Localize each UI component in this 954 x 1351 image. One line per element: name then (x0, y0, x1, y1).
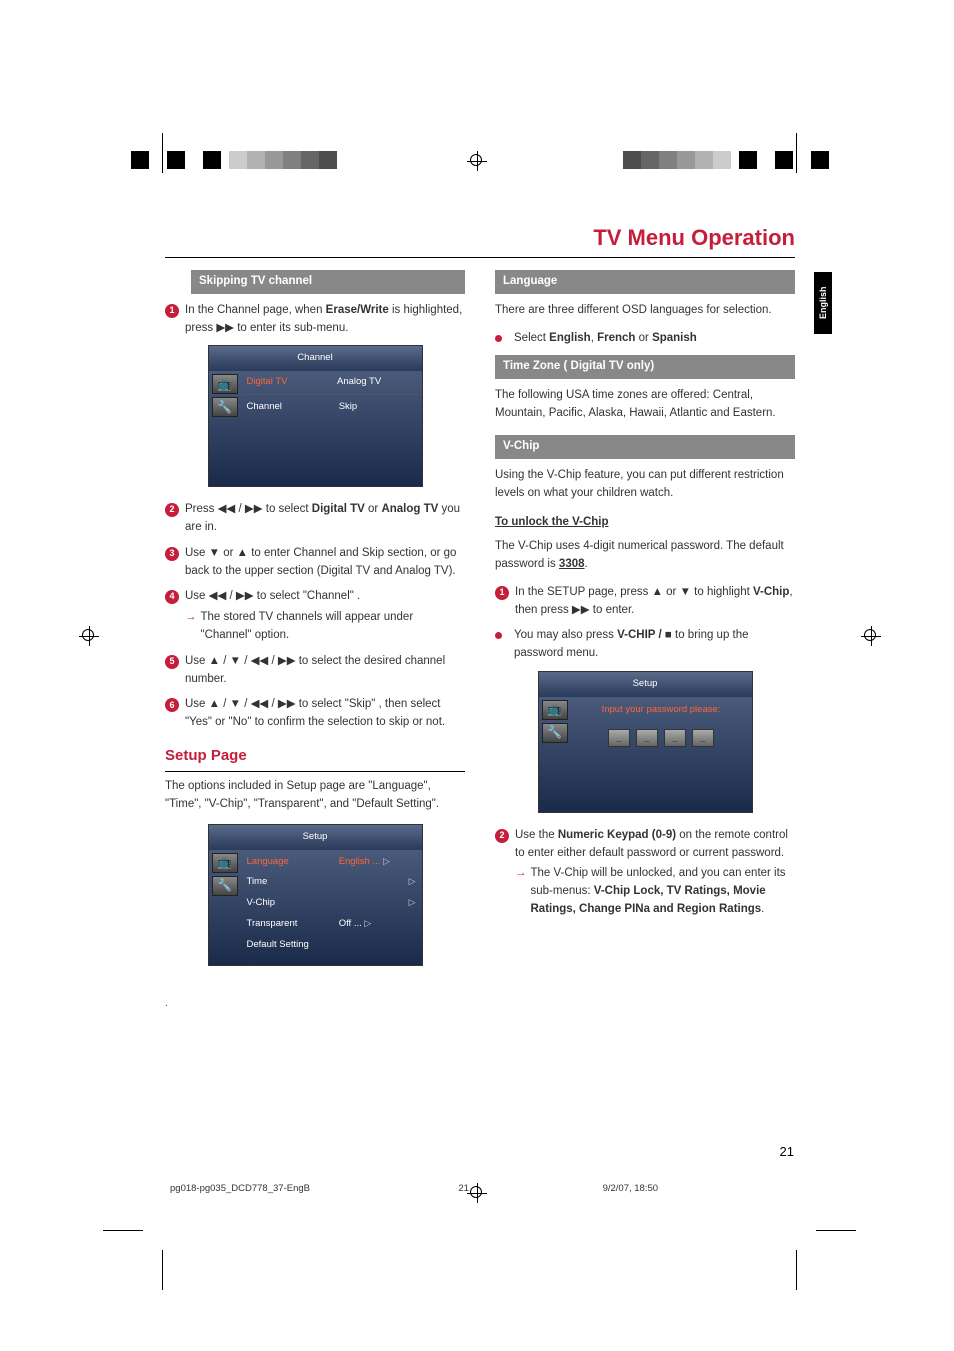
step-number-icon: 2 (165, 503, 179, 517)
menu-header: Channel (209, 346, 422, 371)
registration-mark (79, 626, 99, 646)
settings-icon: 🔧 (212, 397, 238, 417)
bullet-icon (495, 335, 502, 342)
bullet-icon (495, 632, 502, 639)
channel-menu-screenshot: Channel 📺 🔧 Digital TV Analog TV Channel… (208, 345, 423, 487)
crop-corner (796, 143, 846, 193)
analog-tv-tab: Analog TV (331, 371, 422, 394)
unlock-text: The V-Chip uses 4-digit numerical passwo… (495, 538, 795, 574)
password-menu-screenshot: Setup 📺 🔧 Input your password please: __… (538, 671, 753, 813)
step-number-icon: 3 (165, 547, 179, 561)
step-number-icon: 1 (165, 304, 179, 318)
step-5: 5 Use ▲ / ▼ / ◀◀ / ▶▶ to select the desi… (165, 653, 465, 689)
step-1: 1 In the Channel page, when Erase/Write … (165, 302, 465, 338)
section-language: Language (495, 270, 795, 294)
setup-menu-screenshot: Setup 📺 🔧 LanguageEnglish ... ▷Time▷V-Ch… (208, 824, 423, 966)
left-column: Skipping TV channel 1 In the Channel pag… (165, 270, 465, 1011)
arrow-icon: → (185, 609, 197, 645)
section-timezone: Time Zone ( Digital TV only) (495, 355, 795, 379)
crop-marks-left (131, 151, 345, 169)
vchip-step-2: 2 Use the Numeric Keypad (0-9) on the re… (495, 827, 795, 919)
language-text: There are three different OSD languages … (495, 302, 795, 320)
footer-datetime: 9/2/07, 18:50 (603, 1183, 790, 1194)
arrow-icon: → (515, 865, 527, 918)
settings-icon: 🔧 (212, 876, 238, 896)
tv-icon: 📺 (212, 374, 238, 394)
menu-header: Setup (209, 825, 422, 850)
section-vchip: V-Chip (495, 435, 795, 459)
registration-mark (467, 151, 487, 171)
footer-file: pg018-pg035_DCD778_37-EngB (170, 1183, 458, 1194)
step-4: 4 Use ◀◀ / ▶▶ to select "Channel" . →The… (165, 588, 465, 644)
setup-intro: The options included in Setup page are "… (165, 778, 465, 814)
menu-header: Setup (539, 672, 752, 697)
footer: pg018-pg035_DCD778_37-EngB 21 9/2/07, 18… (170, 1183, 790, 1194)
crop-corner (796, 1230, 846, 1280)
crop-corner (113, 143, 163, 193)
setup-page-heading: Setup Page (165, 744, 465, 767)
step-number-icon: 6 (165, 698, 179, 712)
step-number-icon: 5 (165, 655, 179, 669)
registration-mark (861, 626, 881, 646)
page-content: TV Menu Operation Skipping TV channel 1 … (165, 225, 795, 1011)
crop-corner (113, 1230, 163, 1280)
page-title: TV Menu Operation (165, 225, 795, 251)
page-number: 21 (780, 1144, 794, 1159)
vchip-step-1: 1 In the SETUP page, press ▲ or ▼ to hig… (495, 584, 795, 620)
password-boxes: ____ (571, 721, 752, 751)
step-2: 2 Press ◀◀ / ▶▶ to select Digital TV or … (165, 501, 465, 537)
settings-icon: 🔧 (542, 723, 568, 743)
step-3: 3 Use ▼ or ▲ to enter Channel and Skip s… (165, 545, 465, 581)
unlock-heading: To unlock the V-Chip (495, 514, 795, 532)
password-prompt: Input your password please: (571, 697, 752, 722)
language-select: Select English, French or Spanish (495, 330, 795, 348)
section-skipping-tv: Skipping TV channel (191, 270, 465, 294)
vchip-bullet: You may also press V-CHIP / ■ to bring u… (495, 627, 795, 663)
right-column: Language There are three different OSD l… (495, 270, 795, 1011)
footer-page: 21 (458, 1183, 602, 1194)
step-number-icon: 4 (165, 590, 179, 604)
step-number-icon: 2 (495, 829, 509, 843)
timezone-text: The following USA time zones are offered… (495, 387, 795, 423)
tv-icon: 📺 (542, 700, 568, 720)
tv-icon: 📺 (212, 853, 238, 873)
title-rule (165, 257, 795, 258)
digital-tv-tab: Digital TV (241, 371, 332, 394)
language-tab: English (814, 272, 832, 334)
vchip-text: Using the V-Chip feature, you can put di… (495, 467, 795, 503)
step-6: 6 Use ▲ / ▼ / ◀◀ / ▶▶ to select "Skip" ,… (165, 696, 465, 732)
setup-rule (165, 771, 465, 772)
step-number-icon: 1 (495, 586, 509, 600)
